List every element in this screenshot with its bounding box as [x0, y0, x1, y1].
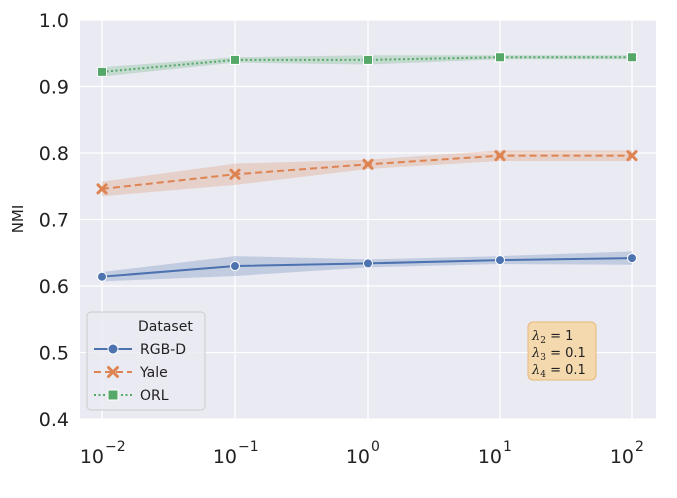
point-orl-1	[230, 54, 240, 65]
x-tick-label-0: 10 −2	[80, 439, 126, 468]
y-tick-label-5: 0.9	[39, 77, 69, 99]
y-tick-label-4: 0.8	[39, 143, 69, 165]
legend-entry-rgb-d: RGB-D	[94, 342, 186, 358]
annotation-line-2: λ4 = 0.1	[531, 363, 586, 380]
grid-lines	[80, 19, 656, 420]
x-tick-exponent-3: 1	[503, 439, 512, 455]
x-tick-base-1: 10	[213, 446, 237, 468]
point-yale-2	[362, 158, 374, 170]
legend-marker-yale	[107, 366, 119, 378]
point-orl-4	[627, 52, 637, 63]
point-orl-3	[495, 52, 505, 63]
legend-label-yale: Yale	[139, 365, 168, 381]
point-yale-3	[494, 150, 506, 162]
point-rgb-d-1	[230, 261, 240, 272]
lambda-annotation: λ2 = 1λ3 = 0.1λ4 = 0.1	[527, 321, 597, 381]
legend-entry-orl: ORL	[94, 388, 169, 404]
legend-marker-rgb-d	[107, 343, 119, 355]
legend-title: Dataset	[138, 319, 193, 335]
x-tick-label-3: 10 1	[478, 439, 512, 468]
annotation-line-0: λ2 = 1	[531, 329, 573, 346]
y-tick-label-2: 0.6	[39, 276, 69, 298]
point-rgb-d-2	[363, 258, 373, 269]
x-tick-exponent-0: −2	[105, 439, 126, 455]
x-tick-label-1: 10 −1	[213, 439, 259, 468]
y-tick-label-0: 0.4	[39, 409, 69, 431]
y-tick-label-1: 0.5	[39, 343, 69, 365]
x-tick-base-4: 10	[610, 446, 634, 468]
legend: Dataset RGB-D Yale ORL	[86, 311, 206, 411]
point-rgb-d-4	[627, 253, 637, 264]
x-tick-exponent-1: −1	[238, 439, 259, 455]
x-tick-labels: 10 −2 10 −1 10 0 10 1 10 2	[80, 439, 644, 468]
x-tick-base-2: 10	[346, 446, 370, 468]
point-rgb-d-0	[97, 271, 107, 282]
x-tick-label-4: 10 2	[610, 439, 644, 468]
point-orl-2	[363, 54, 373, 65]
legend-entry-yale: Yale	[94, 365, 168, 381]
legend-label-orl: ORL	[140, 388, 169, 404]
x-tick-exponent-4: 2	[635, 439, 644, 455]
y-tick-label-6: 1.0	[39, 10, 69, 32]
y-tick-label-3: 0.7	[39, 210, 69, 232]
annotation-line-1: λ3 = 0.1	[531, 346, 586, 363]
point-rgb-d-3	[495, 255, 505, 266]
y-axis-label: NMI	[9, 205, 27, 234]
band-yale	[102, 150, 632, 197]
point-yale-0	[96, 183, 108, 195]
point-yale-4	[626, 150, 638, 162]
annotation-box	[527, 321, 597, 381]
legend-box	[86, 311, 206, 411]
point-orl-0	[97, 66, 107, 77]
x-tick-base-0: 10	[80, 446, 104, 468]
x-tick-base-3: 10	[478, 446, 502, 468]
point-yale-1	[229, 168, 241, 180]
legend-marker-orl	[107, 389, 119, 401]
y-tick-labels: 0.4 0.5 0.6 0.7 0.8 0.9 1.0	[39, 10, 69, 431]
series-markers	[96, 52, 638, 282]
x-tick-exponent-2: 0	[371, 439, 380, 455]
legend-label-rgb-d: RGB-D	[140, 342, 186, 358]
x-tick-label-2: 10 0	[346, 439, 380, 468]
